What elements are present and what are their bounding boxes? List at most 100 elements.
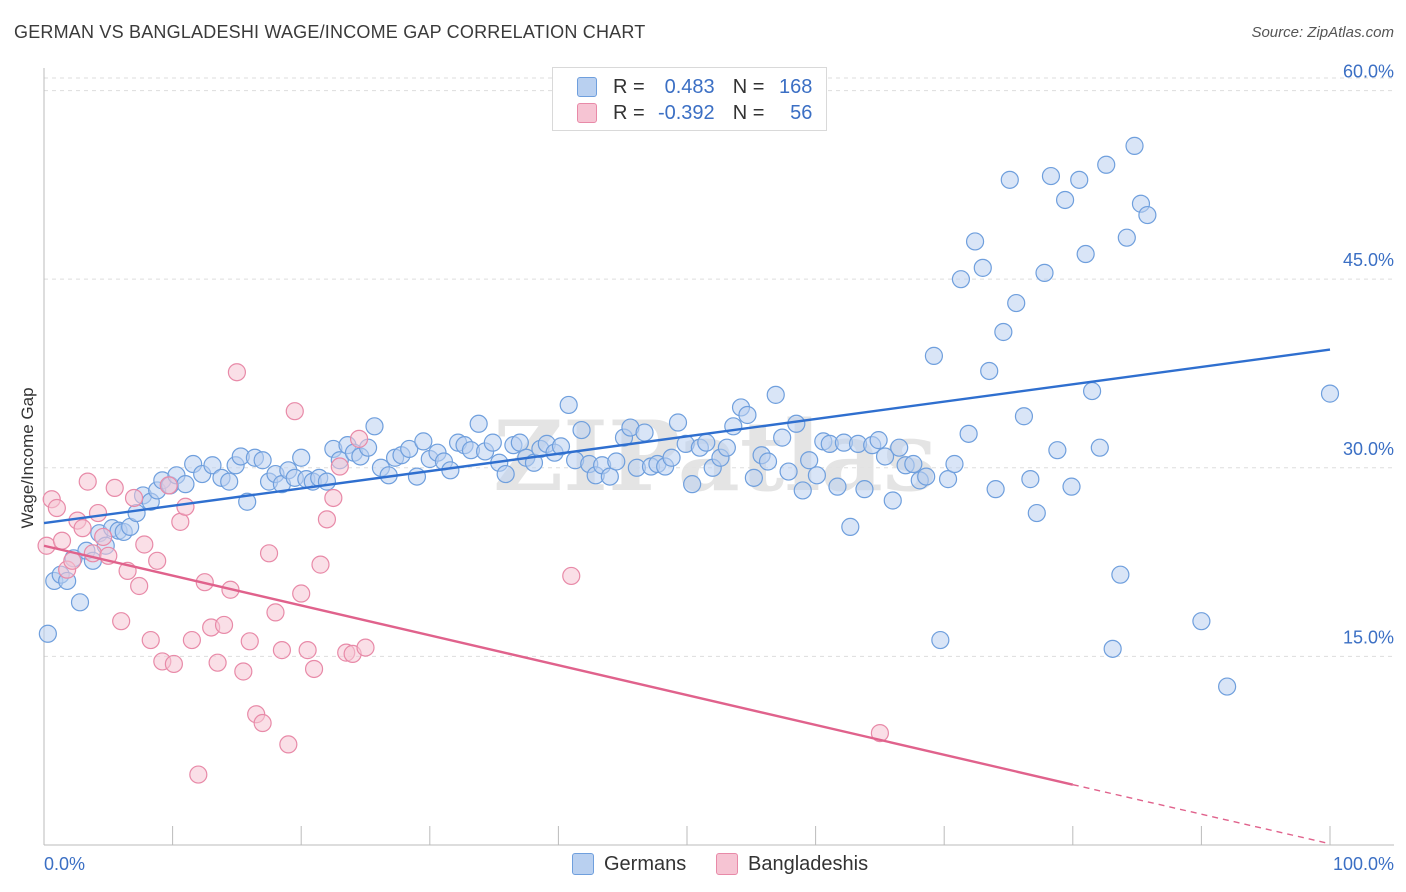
- german-point: [559, 395, 578, 415]
- bangladeshi-point: [234, 662, 253, 681]
- german-point: [220, 472, 239, 491]
- german-point: [994, 322, 1013, 342]
- bangladeshi-point: [214, 615, 234, 635]
- german-point: [1320, 384, 1340, 403]
- german-point: [400, 439, 419, 459]
- bangladeshi-point: [159, 476, 178, 495]
- german-point: [841, 517, 860, 536]
- german-point: [1014, 407, 1034, 426]
- german-point: [959, 424, 978, 443]
- bangladeshi-point: [88, 503, 108, 523]
- bottom-legend-bangladeshis: Bangladeshis: [716, 851, 868, 877]
- trend-lines: [43, 348, 1331, 845]
- bangladeshis-legend-label: Bangladeshis: [748, 852, 869, 875]
- bangladeshi-point: [94, 527, 113, 547]
- german-point: [917, 467, 936, 486]
- bangladeshi-point: [259, 544, 279, 563]
- german-point: [1103, 639, 1122, 658]
- bangladeshi-point: [148, 551, 167, 570]
- legend-row-bangladeshis: R = -0.392 N = 56: [577, 100, 812, 126]
- r-label: R =: [613, 101, 645, 124]
- bangladeshi-point: [73, 519, 92, 538]
- german-point: [800, 451, 819, 470]
- german-point: [938, 470, 958, 489]
- bangladeshi-point: [227, 363, 246, 382]
- bangladeshi-point: [272, 641, 292, 660]
- germans-trend-line: [43, 348, 1331, 525]
- german-point: [414, 432, 433, 451]
- bangladeshi-point: [240, 632, 259, 651]
- german-point: [662, 448, 681, 467]
- bangladeshis-legend-swatch: [716, 853, 738, 875]
- german-point: [738, 405, 757, 425]
- n-label: N =: [732, 75, 765, 98]
- german-point: [483, 433, 502, 452]
- german-point: [1138, 205, 1157, 225]
- bangladeshi-point: [130, 576, 149, 596]
- german-point: [600, 467, 619, 486]
- points-bangladeshis: [37, 363, 890, 784]
- german-point: [931, 630, 950, 650]
- german-point: [924, 346, 944, 365]
- bangladeshi-point: [304, 659, 324, 679]
- bangladeshi-point: [189, 765, 208, 784]
- german-point: [292, 448, 311, 467]
- german-point: [883, 491, 902, 510]
- german-point: [203, 456, 222, 475]
- german-point: [1007, 293, 1026, 313]
- bangladeshi-point: [311, 555, 330, 574]
- german-point: [1117, 228, 1136, 247]
- german-point: [986, 480, 1005, 499]
- x-tick-label-max: 100.0%: [1333, 854, 1394, 874]
- german-point: [683, 475, 702, 494]
- y-tick-labels: 15.0% 30.0% 45.0% 60.0%: [1343, 62, 1394, 648]
- german-point: [572, 420, 591, 440]
- bangladeshi-point: [870, 723, 890, 743]
- germans-n-value: 168: [779, 75, 813, 98]
- bangladeshi-point: [135, 535, 154, 554]
- bangladeshi-point: [52, 531, 72, 550]
- german-point: [828, 477, 847, 496]
- german-point: [1192, 612, 1211, 631]
- bangladeshi-point: [208, 653, 227, 672]
- german-point: [70, 593, 90, 612]
- german-point: [980, 361, 999, 381]
- german-point: [1035, 263, 1054, 282]
- bangladeshis-trend-line: [43, 544, 1074, 786]
- german-point: [407, 467, 427, 486]
- bangladeshi-point: [171, 512, 190, 531]
- correlation-legend: R = 0.483 N = 168 R = -0.392 N = 56: [552, 67, 827, 131]
- bangladeshi-point: [141, 630, 160, 650]
- german-point: [787, 414, 806, 433]
- german-point: [1076, 244, 1095, 264]
- bangladeshi-point: [285, 402, 304, 421]
- german-point: [1218, 677, 1237, 696]
- bangladeshi-point: [292, 584, 311, 603]
- german-point: [724, 417, 743, 436]
- german-point: [668, 413, 688, 432]
- axes: [43, 68, 1394, 846]
- bangladeshi-point: [124, 488, 144, 508]
- x-tick-label-min: 0.0%: [44, 854, 85, 874]
- y-tick-label: 60.0%: [1343, 62, 1394, 82]
- chart-title: GERMAN VS BANGLADESHI WAGE/INCOME GAP CO…: [14, 22, 646, 42]
- n-label: N =: [732, 101, 765, 124]
- german-point: [1111, 565, 1130, 584]
- german-point: [1097, 155, 1116, 174]
- german-point: [176, 475, 195, 494]
- germans-swatch: [577, 77, 597, 97]
- bangladeshi-point: [253, 713, 272, 733]
- bangladeshi-point: [105, 478, 124, 498]
- german-point: [38, 624, 57, 643]
- germans-legend-label: Germans: [604, 852, 687, 875]
- bangladeshi-point: [317, 510, 337, 529]
- bangladeshis-r-value: -0.392: [657, 101, 715, 124]
- bangladeshi-point: [562, 566, 581, 586]
- german-point: [875, 447, 895, 466]
- bottom-legend-germans: Germans: [572, 851, 686, 877]
- y-tick-label: 45.0%: [1343, 250, 1394, 270]
- bangladeshi-point: [298, 641, 317, 660]
- german-point: [973, 258, 992, 277]
- bangladeshis-swatch: [577, 103, 597, 123]
